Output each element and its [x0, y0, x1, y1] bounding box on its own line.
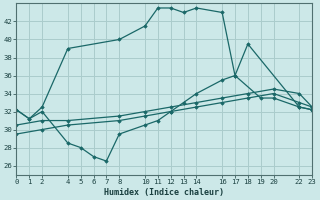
X-axis label: Humidex (Indice chaleur): Humidex (Indice chaleur) [104, 188, 224, 197]
